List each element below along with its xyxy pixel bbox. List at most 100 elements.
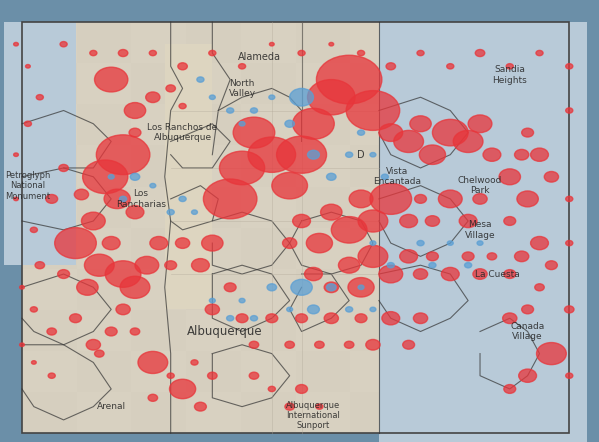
Circle shape — [47, 328, 56, 335]
Circle shape — [197, 77, 204, 82]
Circle shape — [55, 228, 96, 259]
Circle shape — [475, 50, 485, 57]
Circle shape — [425, 216, 440, 226]
Circle shape — [95, 350, 104, 357]
Circle shape — [167, 373, 174, 378]
Circle shape — [74, 189, 89, 200]
Circle shape — [473, 269, 487, 279]
Bar — [296, 104, 350, 145]
Text: Petroglyph
National
Monument: Petroglyph National Monument — [5, 171, 50, 201]
Circle shape — [382, 312, 400, 325]
Circle shape — [386, 63, 395, 70]
Bar — [77, 145, 131, 187]
Circle shape — [210, 298, 215, 303]
Circle shape — [564, 306, 574, 313]
Bar — [131, 145, 186, 187]
Circle shape — [546, 261, 557, 270]
Circle shape — [283, 238, 297, 248]
Circle shape — [296, 314, 307, 323]
Bar — [515, 145, 569, 187]
Bar — [131, 228, 186, 269]
Circle shape — [565, 108, 573, 113]
Text: Albuquerque: Albuquerque — [186, 325, 262, 338]
Circle shape — [346, 91, 400, 130]
Bar — [77, 310, 131, 351]
Circle shape — [238, 64, 246, 69]
Bar — [186, 351, 241, 392]
Circle shape — [119, 50, 128, 57]
Circle shape — [468, 115, 492, 133]
Bar — [350, 310, 405, 351]
Bar — [77, 63, 131, 104]
Circle shape — [417, 50, 424, 56]
Circle shape — [268, 386, 276, 392]
Bar — [460, 187, 515, 228]
Circle shape — [503, 313, 517, 324]
Bar — [460, 145, 515, 187]
Circle shape — [429, 263, 436, 268]
Circle shape — [124, 103, 146, 118]
Circle shape — [346, 307, 353, 312]
Circle shape — [135, 256, 159, 274]
Bar — [515, 187, 569, 228]
Circle shape — [69, 314, 81, 323]
Bar — [296, 63, 350, 104]
Bar — [296, 310, 350, 351]
Circle shape — [20, 343, 25, 347]
Bar — [241, 392, 296, 433]
Circle shape — [285, 120, 295, 127]
Bar — [131, 310, 186, 351]
Circle shape — [277, 136, 326, 173]
Circle shape — [326, 284, 336, 291]
Bar — [350, 269, 405, 310]
FancyBboxPatch shape — [4, 22, 75, 265]
Bar — [241, 269, 296, 310]
Bar — [77, 228, 131, 269]
Circle shape — [219, 151, 265, 185]
Bar — [186, 145, 241, 187]
Circle shape — [410, 116, 431, 132]
Bar — [186, 63, 241, 104]
Circle shape — [287, 307, 293, 312]
Circle shape — [358, 245, 388, 267]
Circle shape — [84, 254, 114, 276]
Text: Chelwood
Park: Chelwood Park — [458, 176, 502, 195]
Circle shape — [179, 196, 186, 202]
Bar — [296, 269, 350, 310]
Bar — [186, 187, 241, 228]
Circle shape — [382, 174, 388, 179]
Circle shape — [316, 404, 323, 409]
Circle shape — [192, 259, 210, 272]
Circle shape — [544, 171, 558, 182]
Circle shape — [290, 88, 313, 106]
FancyBboxPatch shape — [379, 221, 587, 442]
Circle shape — [307, 80, 355, 115]
Circle shape — [358, 210, 388, 232]
Circle shape — [269, 95, 275, 99]
Circle shape — [35, 262, 44, 269]
Circle shape — [387, 263, 394, 268]
Circle shape — [148, 394, 158, 401]
Circle shape — [165, 261, 177, 270]
Circle shape — [462, 252, 474, 261]
Circle shape — [210, 95, 215, 99]
Circle shape — [298, 50, 305, 56]
Circle shape — [324, 313, 338, 324]
Bar — [131, 187, 186, 228]
Circle shape — [14, 153, 19, 156]
Bar — [296, 351, 350, 392]
Bar — [131, 63, 186, 104]
Circle shape — [20, 286, 25, 289]
Text: Vista
Encantada: Vista Encantada — [373, 167, 420, 187]
Bar — [241, 22, 296, 63]
Circle shape — [366, 339, 380, 350]
Circle shape — [233, 117, 275, 148]
Circle shape — [291, 279, 312, 295]
Circle shape — [14, 197, 19, 201]
Bar — [405, 63, 460, 104]
Circle shape — [504, 217, 516, 225]
Circle shape — [316, 55, 382, 104]
Text: Sandia
Heights: Sandia Heights — [492, 65, 527, 85]
Text: Los Ranchos de
Albuquerque: Los Ranchos de Albuquerque — [147, 123, 217, 142]
Bar — [296, 145, 350, 187]
